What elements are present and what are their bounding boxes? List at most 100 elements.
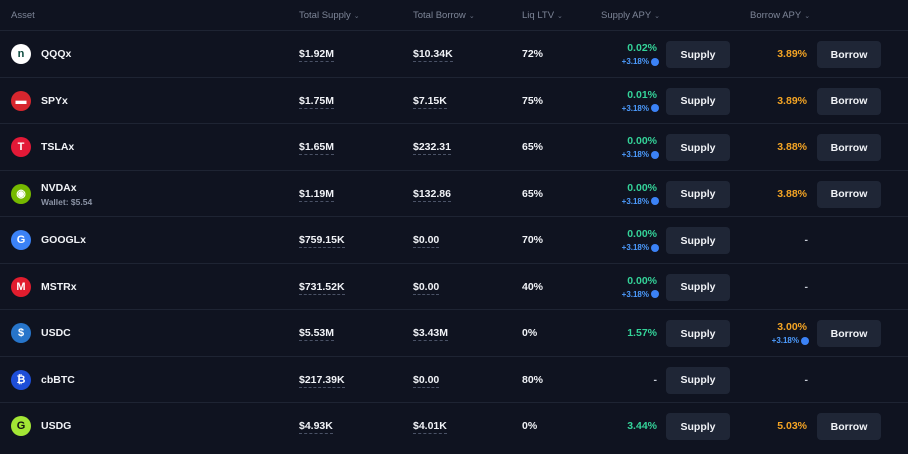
asset-name: USDC <box>41 327 71 339</box>
supply-button[interactable]: Supply <box>666 320 730 347</box>
total-borrow-value[interactable]: $3.43M <box>413 327 449 341</box>
borrow-apy-value: 3.88% <box>777 187 807 200</box>
liq-ltv-column-header[interactable]: Liq LTV ⌄ <box>522 10 563 21</box>
borrow-button[interactable]: Borrow <box>817 41 881 68</box>
supply-apy-header-label: Supply APY <box>601 10 652 21</box>
total-supply-value[interactable]: $1.92M <box>299 48 335 62</box>
total-supply-value[interactable]: $4.93K <box>299 420 333 434</box>
supply-bonus-apy[interactable]: +3.18% <box>599 197 659 206</box>
borrow-apy-value: 3.88% <box>777 141 807 153</box>
supply-button[interactable]: Supply <box>666 134 730 161</box>
table-row: ▬ SPYx $1.75M $7.15K 75% 0.01% +3.18% Supply 3.8… <box>0 76 908 124</box>
supply-apy-column-header[interactable]: Supply APY ⌄ <box>601 10 660 21</box>
table-row: ₿ cbBTC $217.39K $0.00 80% - Supply - <box>0 355 908 403</box>
supply-button[interactable]: Supply <box>666 413 730 440</box>
total-supply-column-header[interactable]: Total Supply ⌄ <box>299 10 360 21</box>
supply-bonus-label: +3.18% <box>621 103 649 113</box>
liq-ltv-value: 0% <box>522 420 538 432</box>
liq-ltv-value: 70% <box>522 234 544 246</box>
borrow-button[interactable]: Borrow <box>817 320 881 347</box>
spy-icon: ▬ <box>11 90 31 111</box>
supply-bonus-apy[interactable]: +3.18% <box>599 290 659 299</box>
supply-button[interactable]: Supply <box>666 41 730 68</box>
total-borrow-column-header[interactable]: Total Borrow ⌄ <box>413 10 475 21</box>
supply-button[interactable]: Supply <box>666 273 730 301</box>
liq-ltv-value: 80% <box>522 373 544 386</box>
borrow-bonus-apy[interactable]: +3.18% <box>749 336 809 345</box>
total-supply-value[interactable]: $759.15K <box>299 234 345 248</box>
borrow-apy-value: - <box>804 280 809 293</box>
total-borrow-value[interactable]: $0.00 <box>413 280 440 295</box>
chevron-down-icon: ⌄ <box>654 12 661 20</box>
table-row: M MSTRx $731.52K $0.00 40% 0.00% +3.18% Supply - <box>0 262 908 310</box>
asset-name: cbBTC <box>41 373 75 386</box>
supply-bonus-apy[interactable]: +3.18% <box>599 57 659 66</box>
borrow-apy-value: 3.89% <box>777 94 807 107</box>
table-row: ◉ NVDAx Wallet: $5.54 $1.19M $132.86 65% 0.00%… <box>0 169 908 217</box>
total-supply-value[interactable]: $1.65M <box>299 141 335 155</box>
supply-apy-value: 1.57% <box>627 327 657 339</box>
reward-token-icon <box>651 243 659 252</box>
table-header: Asset Total Supply ⌄ Total Borrow ⌄ Liq … <box>0 0 908 30</box>
total-supply-value[interactable]: $1.19M <box>299 187 335 202</box>
supply-apy-value: 0.00% <box>627 181 657 194</box>
supply-bonus-apy[interactable]: +3.18% <box>599 150 659 159</box>
icon-glyph: G <box>16 234 26 246</box>
borrow-apy-column-header[interactable]: Borrow APY ⌄ <box>750 10 810 21</box>
total-borrow-value[interactable]: $4.01K <box>413 420 447 434</box>
usdg-icon: G <box>11 416 31 436</box>
total-borrow-value[interactable]: $132.86 <box>413 187 451 202</box>
asset-header-label: Asset <box>11 10 35 21</box>
supply-apy-value: 0.00% <box>627 228 657 240</box>
usdc-icon: $ <box>11 323 31 343</box>
liq-ltv-value: 75% <box>522 94 544 107</box>
borrow-button[interactable]: Borrow <box>817 413 881 440</box>
reward-token-icon <box>651 290 659 298</box>
borrow-button[interactable]: Borrow <box>817 134 881 161</box>
supply-bonus-apy[interactable]: +3.18% <box>599 243 659 252</box>
liq-ltv-value: 65% <box>522 141 544 153</box>
asset-column-header: Asset <box>11 10 35 21</box>
icon-glyph: $ <box>17 327 25 339</box>
asset-name: QQQx <box>41 48 72 60</box>
supply-apy-value: 0.00% <box>627 274 657 287</box>
borrow-button[interactable]: Borrow <box>817 180 881 208</box>
table-row: G USDG $4.93K $4.01K 0% 3.44% Supply 5.03% Borro… <box>0 402 908 449</box>
supply-bonus-label: +3.18% <box>621 150 649 159</box>
supply-apy-value: 0.01% <box>627 88 657 101</box>
borrow-apy-header-label: Borrow APY <box>750 10 802 21</box>
total-borrow-value[interactable]: $10.34K <box>413 48 453 62</box>
reward-token-icon <box>801 336 809 345</box>
supply-button[interactable]: Supply <box>666 87 730 115</box>
nvidia-icon: ◉ <box>11 183 31 204</box>
chevron-down-icon: ⌄ <box>353 12 360 20</box>
total-supply-value[interactable]: $1.75M <box>299 94 335 109</box>
supply-bonus-label: +3.18% <box>621 289 649 299</box>
supply-bonus-apy[interactable]: +3.18% <box>599 104 659 113</box>
total-supply-value[interactable]: $5.53M <box>299 327 335 341</box>
total-borrow-value[interactable]: $232.31 <box>413 141 451 155</box>
total-borrow-value[interactable]: $7.15K <box>413 94 447 109</box>
total-supply-value[interactable]: $217.39K <box>299 373 345 388</box>
supply-button[interactable]: Supply <box>666 180 730 208</box>
chevron-down-icon: ⌄ <box>804 12 811 20</box>
liq-ltv-value: 65% <box>522 187 544 200</box>
table-row: G GOOGLx $759.15K $0.00 70% 0.00% +3.18% Supply… <box>0 216 908 263</box>
icon-glyph: M <box>16 280 26 293</box>
liq-ltv-value: 0% <box>522 327 538 339</box>
supply-button[interactable]: Supply <box>666 227 730 254</box>
wallet-balance: Wallet: $5.54 <box>41 196 93 207</box>
chevron-down-icon: ⌄ <box>468 12 475 20</box>
asset-name: GOOGLx <box>41 234 86 246</box>
total-borrow-value[interactable]: $0.00 <box>413 234 440 248</box>
icon-glyph: ₿ <box>16 373 26 386</box>
reward-token-icon <box>651 197 659 205</box>
borrow-button[interactable]: Borrow <box>817 87 881 115</box>
icon-glyph: ▬ <box>15 94 27 107</box>
icon-glyph: G <box>16 420 26 432</box>
total-supply-value[interactable]: $731.52K <box>299 280 345 295</box>
total-borrow-value[interactable]: $0.00 <box>413 373 440 388</box>
supply-apy-value: 0.00% <box>627 135 657 147</box>
supply-button[interactable]: Supply <box>666 366 730 394</box>
table-row: $ USDC $5.53M $3.43M 0% 1.57% Supply 3.00% +3.18… <box>0 309 908 356</box>
